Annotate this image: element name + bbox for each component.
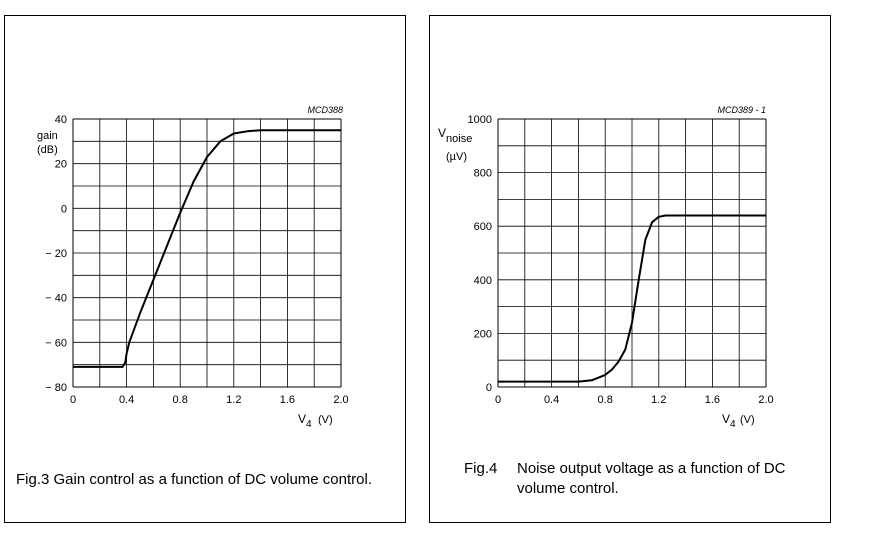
chart2-xtick-label: 0.4	[544, 394, 559, 406]
chart1-ytick-label: − 80	[45, 382, 67, 394]
chart1-xtick-label: 2.0	[333, 394, 348, 406]
chart1-ylabel: gain	[37, 130, 58, 142]
chart1-ytick-label: − 20	[45, 248, 67, 260]
chart2-ytick-label: 800	[474, 168, 492, 180]
chart1-ytick-label: 20	[55, 159, 67, 171]
fig4-caption-text: Noise output voltage as a function of DC…	[517, 460, 786, 497]
chart2-ytick-label: 200	[474, 328, 492, 340]
chart1-yunit: (dB)	[37, 144, 58, 156]
fig3-panel	[4, 15, 406, 523]
chart2-ytick-label: 1000	[468, 114, 492, 126]
chart2-xtick-label: 1.6	[705, 394, 720, 406]
chart1-xtick-label: 0.4	[119, 394, 134, 406]
chart1-code-label: MCD388	[307, 105, 343, 115]
chart1-series-line	[73, 129, 341, 368]
chart1-ytick-label: − 60	[45, 337, 67, 349]
fig4-caption-number: Fig.4	[464, 460, 498, 477]
chart1-xtick-label: 1.6	[280, 394, 295, 406]
chart2-ytick-label: 0	[486, 382, 492, 394]
chart1-xtick-label: 0.8	[173, 394, 188, 406]
chart2-xunit: (V)	[740, 414, 755, 426]
chart1-ytick-label: 40	[55, 114, 67, 126]
chart1-ytick-label: − 40	[45, 293, 67, 305]
chart2-xtick-label: 1.2	[651, 394, 666, 406]
fig3-caption: Fig.3 Gain control as a function of DC v…	[16, 471, 373, 488]
chart1-xlabel: V4	[298, 412, 312, 430]
chart2-xtick-label: 0	[495, 394, 501, 406]
chart2-xlabel: V4	[722, 412, 736, 430]
chart1-xlabel-sub: 4	[306, 419, 312, 430]
chart1-xtick-label: 0	[70, 394, 76, 406]
chart2-ylabel: Vnoise	[438, 126, 472, 145]
chart2-xtick-label: 0.8	[598, 394, 613, 406]
chart2-series-line	[498, 214, 766, 383]
chart1-ytick-label: 0	[61, 203, 67, 215]
chart2-ylabel-sub: noise	[446, 133, 472, 145]
fig4-panel	[429, 15, 831, 523]
chart1-xtick-label: 1.2	[226, 394, 241, 406]
chart2-code-label: MCD389 - 1	[717, 105, 766, 115]
chart1-xunit: (V)	[318, 414, 333, 426]
chart2-ytick-label: 400	[474, 275, 492, 287]
chart2-ytick-label: 600	[474, 221, 492, 233]
chart2-xlabel-sub: 4	[730, 419, 736, 430]
chart2-yunit: (µV)	[446, 151, 467, 163]
chart2-xtick-label: 2.0	[758, 394, 773, 406]
